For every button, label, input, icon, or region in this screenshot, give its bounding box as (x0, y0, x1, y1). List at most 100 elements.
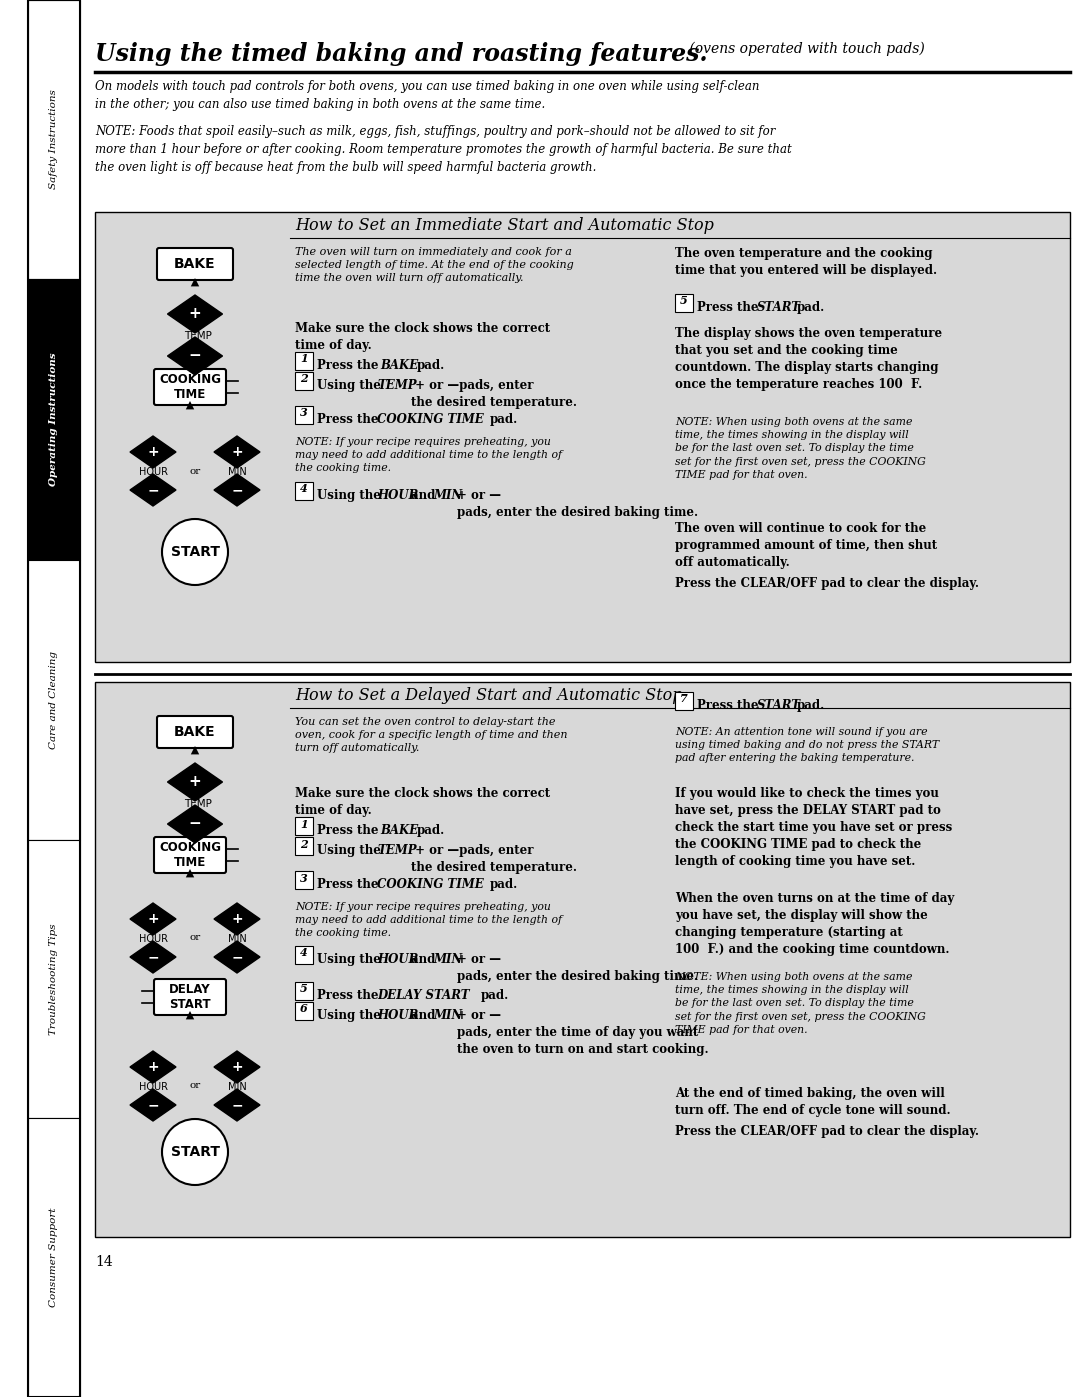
Text: NOTE: When using both ovens at the same
time, the times showing in the display w: NOTE: When using both ovens at the same … (675, 416, 926, 479)
Polygon shape (186, 869, 194, 877)
Text: Using the: Using the (318, 844, 384, 856)
Text: or: or (189, 1081, 201, 1091)
Bar (28, 1118, 80, 1397)
Bar (28, 840, 80, 1118)
Polygon shape (191, 746, 199, 754)
Text: TEMP: TEMP (184, 331, 212, 341)
Text: Using the: Using the (318, 1009, 384, 1023)
Text: + or —
pads, enter the desired baking time.: + or — pads, enter the desired baking ti… (457, 953, 698, 983)
Text: Press the CLEAR/OFF pad to clear the display.: Press the CLEAR/OFF pad to clear the dis… (675, 1125, 978, 1139)
Text: 2: 2 (300, 838, 308, 849)
Text: NOTE: If your recipe requires preheating, you
may need to add additional time to: NOTE: If your recipe requires preheating… (295, 437, 562, 474)
Text: START: START (757, 300, 801, 314)
Text: DELAY
START: DELAY START (170, 983, 211, 1011)
Text: 6: 6 (300, 1003, 308, 1014)
Bar (675, 293, 693, 312)
Text: The oven will turn on immediately and cook for a
selected length of time. At the: The oven will turn on immediately and co… (295, 247, 573, 284)
Text: Press the: Press the (697, 698, 762, 712)
Text: BAKE: BAKE (380, 359, 418, 372)
Text: Operating Instructions: Operating Instructions (50, 352, 58, 486)
Text: 4: 4 (300, 947, 308, 958)
FancyBboxPatch shape (154, 837, 226, 873)
Text: and: and (411, 489, 440, 502)
Text: Make sure the clock shows the correct
time of day.: Make sure the clock shows the correct ti… (295, 321, 550, 352)
Polygon shape (186, 401, 194, 409)
Text: −: − (231, 950, 243, 964)
FancyBboxPatch shape (157, 717, 233, 747)
Text: Press the: Press the (318, 877, 382, 891)
Text: or: or (189, 467, 201, 475)
Text: MIN: MIN (433, 1009, 462, 1023)
Text: NOTE: If your recipe requires preheating, you
may need to add additional time to: NOTE: If your recipe requires preheating… (295, 902, 562, 939)
Text: NOTE: An attention tone will sound if you are
using timed baking and do not pres: NOTE: An attention tone will sound if yo… (675, 726, 940, 763)
Text: TEMP: TEMP (184, 799, 212, 809)
Text: HOUR: HOUR (377, 1009, 418, 1023)
Text: Using the: Using the (318, 379, 384, 393)
Text: 4: 4 (300, 483, 308, 495)
Text: (ovens operated with touch pads): (ovens operated with touch pads) (685, 42, 924, 56)
Text: −: − (189, 816, 201, 831)
Polygon shape (167, 295, 222, 332)
Text: −: − (147, 483, 159, 497)
Text: pad.: pad. (417, 359, 445, 372)
Polygon shape (130, 1051, 176, 1083)
Text: Safety Instructions: Safety Instructions (50, 89, 58, 190)
Text: Using the timed baking and roasting features.: Using the timed baking and roasting feat… (95, 42, 707, 66)
Text: When the oven turns on at the time of day
you have set, the display will show th: When the oven turns on at the time of da… (675, 893, 955, 956)
Text: pad.: pad. (417, 824, 445, 837)
Polygon shape (214, 942, 260, 972)
Text: Troubleshooting Tips: Troubleshooting Tips (50, 923, 58, 1035)
Text: −: − (231, 1098, 243, 1112)
Text: HOUR: HOUR (377, 489, 418, 502)
Polygon shape (186, 1011, 194, 1020)
Text: BAKE: BAKE (380, 824, 418, 837)
Text: NOTE: When using both ovens at the same
time, the times showing in the display w: NOTE: When using both ovens at the same … (675, 972, 926, 1035)
Text: Press the: Press the (318, 989, 382, 1002)
Bar (295, 372, 313, 390)
FancyBboxPatch shape (154, 369, 226, 405)
Text: 5: 5 (300, 983, 308, 995)
Polygon shape (130, 436, 176, 468)
Text: pad.: pad. (797, 698, 825, 712)
Polygon shape (130, 474, 176, 506)
FancyBboxPatch shape (154, 979, 226, 1016)
Text: 2: 2 (300, 373, 308, 384)
Text: Consumer Support: Consumer Support (50, 1208, 58, 1308)
FancyBboxPatch shape (157, 249, 233, 279)
Text: +: + (231, 446, 243, 460)
Text: COOKING TIME: COOKING TIME (377, 877, 484, 891)
Text: + or —pads, enter
the desired temperature.: + or —pads, enter the desired temperatur… (411, 844, 577, 875)
Text: HOUR: HOUR (138, 1083, 167, 1092)
Text: At the end of timed baking, the oven will
turn off. The end of cycle tone will s: At the end of timed baking, the oven wil… (675, 1087, 950, 1118)
Text: +: + (147, 912, 159, 926)
Circle shape (162, 1119, 228, 1185)
Text: Care and Cleaning: Care and Cleaning (50, 651, 58, 749)
Bar (28, 560, 80, 840)
Text: MIN: MIN (228, 467, 246, 476)
Text: How to Set an Immediate Start and Automatic Stop: How to Set an Immediate Start and Automa… (295, 217, 714, 235)
Text: HOUR: HOUR (138, 935, 167, 944)
Text: Press the CLEAR/OFF pad to clear the display.: Press the CLEAR/OFF pad to clear the dis… (675, 577, 978, 590)
Text: 3: 3 (300, 408, 308, 419)
Text: On models with touch pad controls for both ovens, you can use timed baking in on: On models with touch pad controls for bo… (95, 80, 759, 110)
Text: Press the: Press the (697, 300, 762, 314)
Text: TEMP: TEMP (377, 379, 417, 393)
Text: BAKE: BAKE (174, 725, 216, 739)
Bar (675, 692, 693, 710)
Text: pad.: pad. (797, 300, 825, 314)
Polygon shape (214, 902, 260, 935)
Text: Using the: Using the (318, 953, 384, 965)
Text: pad.: pad. (481, 989, 510, 1002)
Text: You can set the oven control to delay-start the
oven, cook for a specific length: You can set the oven control to delay-st… (295, 717, 567, 753)
Bar (28, 0, 80, 279)
Text: +: + (147, 1060, 159, 1074)
Polygon shape (214, 474, 260, 506)
Polygon shape (214, 1090, 260, 1120)
Text: 7: 7 (680, 693, 688, 704)
Bar (295, 837, 313, 855)
Text: and: and (411, 1009, 440, 1023)
Text: MIN: MIN (433, 489, 462, 502)
Polygon shape (130, 942, 176, 972)
Polygon shape (214, 436, 260, 468)
Text: The oven will continue to cook for the
programmed amount of time, then shut
off : The oven will continue to cook for the p… (675, 522, 937, 569)
